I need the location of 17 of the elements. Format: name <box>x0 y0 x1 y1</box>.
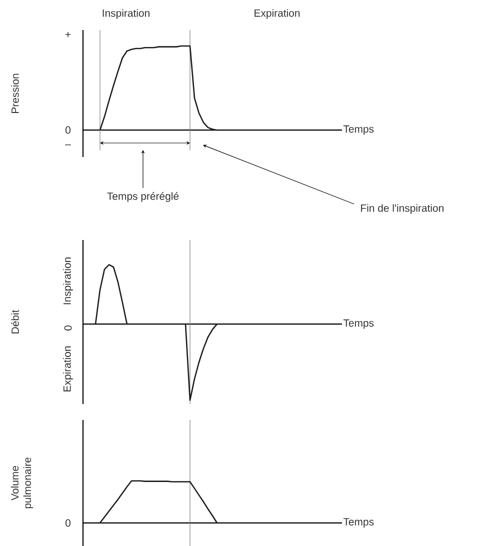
text: + <box>65 32 71 38</box>
x-axis-title: Temps <box>343 518 374 528</box>
text: – <box>65 144 71 146</box>
text: 0 <box>65 519 70 527</box>
text: 0 <box>64 325 72 330</box>
text: Inspiration <box>63 258 73 304</box>
text: Inspiration <box>102 9 150 19</box>
text: Expiration <box>254 9 300 19</box>
x-axis-title: Temps <box>343 125 374 135</box>
y-axis-title: Pression <box>11 74 19 113</box>
x-axis-title: Temps <box>343 319 374 329</box>
y-axis-title: Volume pulmonaire <box>10 458 34 508</box>
text: Temps préréglé <box>107 192 179 202</box>
text: Fin de l'inspiration <box>361 204 444 214</box>
text: Expiration <box>63 346 73 392</box>
y-axis-title: Débit <box>11 310 19 334</box>
text: 0 <box>65 126 70 134</box>
